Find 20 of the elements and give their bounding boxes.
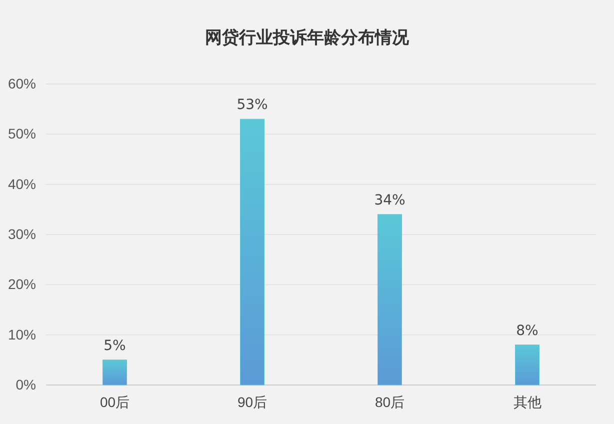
data-label: 5% [104, 338, 126, 354]
y-tick-label: 60% [8, 75, 36, 92]
y-tick-label: 0% [16, 376, 36, 392]
y-tick-label: 50% [8, 126, 36, 142]
bar [240, 118, 264, 386]
chart-title: 网贷行业投诉年龄分布情况 [205, 28, 410, 48]
y-tick-label: 30% [8, 226, 36, 242]
bar [515, 344, 540, 386]
y-tick-label: 20% [8, 276, 36, 292]
y-tick-label: 10% [8, 326, 36, 342]
y-tick-label: 40% [8, 176, 36, 192]
data-label: 53% [236, 97, 268, 114]
bar [102, 360, 127, 386]
x-tick-label: 80后 [374, 394, 405, 410]
data-label: 34% [374, 192, 406, 208]
x-tick-label: 其他 [513, 394, 542, 410]
bar [378, 214, 402, 386]
x-tick-label: 90后 [237, 394, 268, 410]
x-tick-label: 00后 [100, 394, 130, 410]
data-label: 8% [516, 322, 538, 339]
